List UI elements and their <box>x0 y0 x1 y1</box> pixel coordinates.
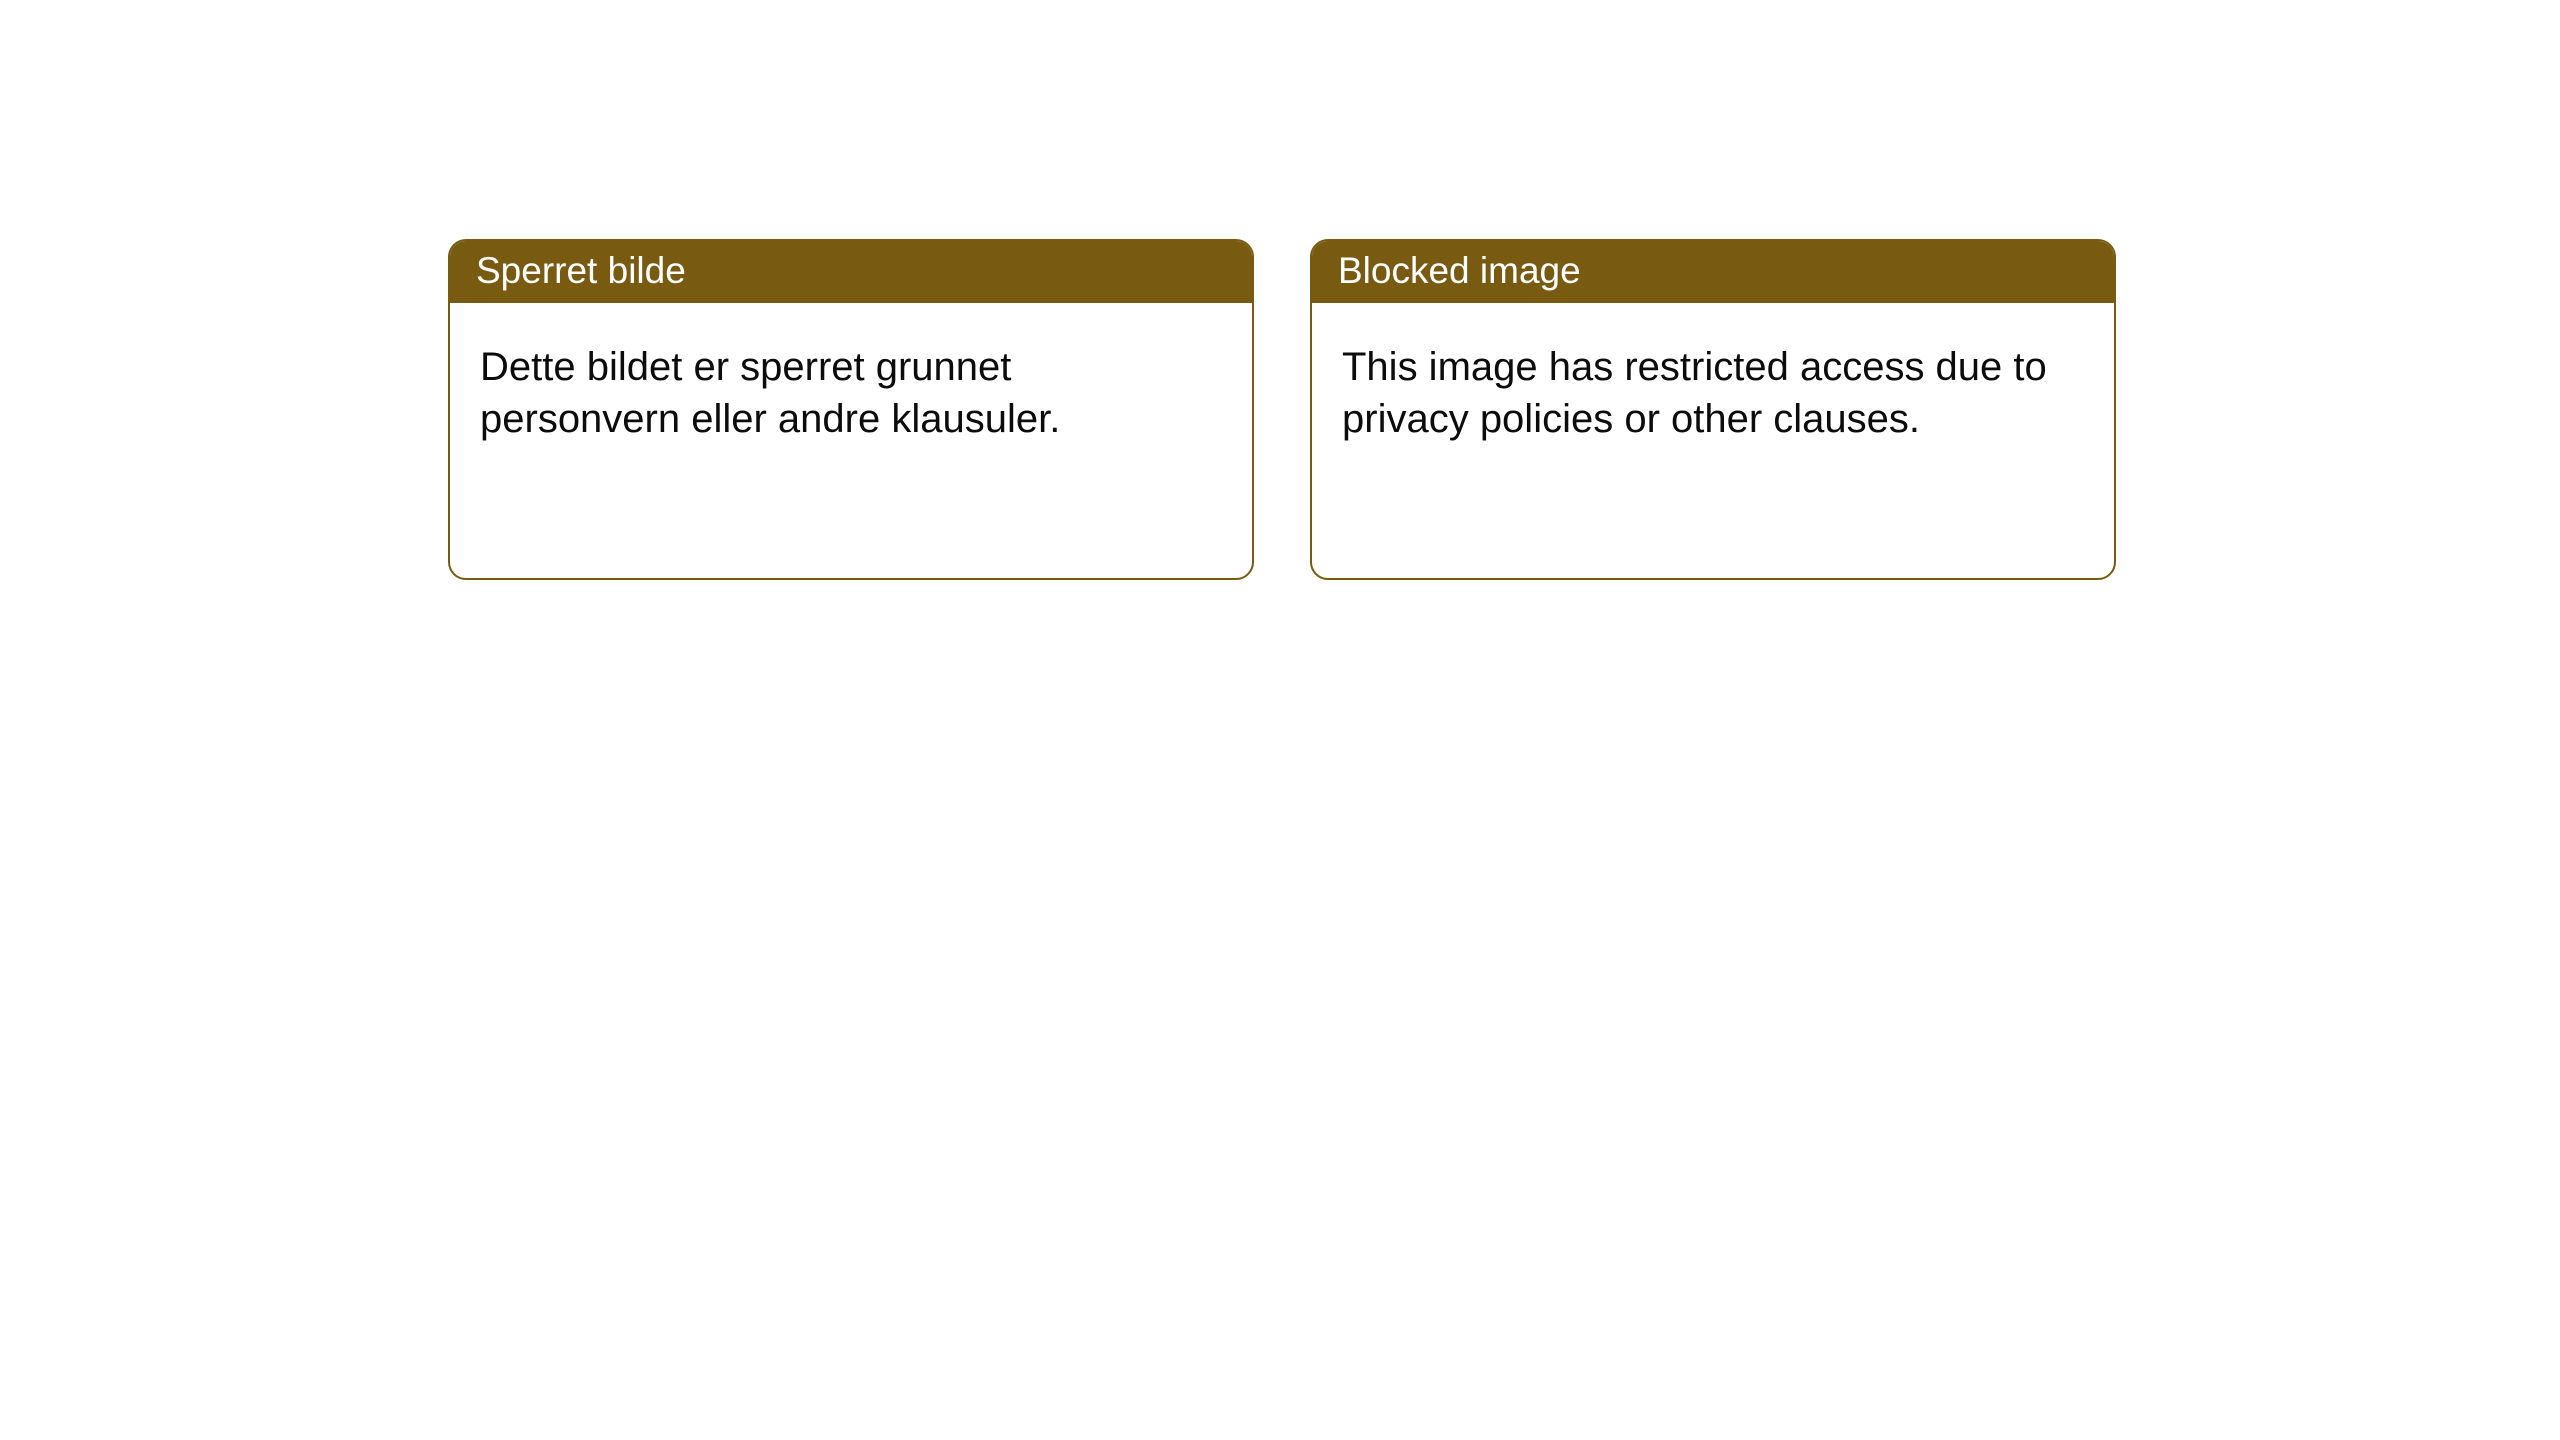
card-header: Sperret bilde <box>450 241 1252 303</box>
card-body: This image has restricted access due to … <box>1312 303 2114 578</box>
card-title: Sperret bilde <box>476 250 686 291</box>
card-title: Blocked image <box>1338 250 1581 291</box>
notice-container: Sperret bilde Dette bildet er sperret gr… <box>0 0 2560 580</box>
notice-card-norwegian: Sperret bilde Dette bildet er sperret gr… <box>448 239 1254 580</box>
notice-card-english: Blocked image This image has restricted … <box>1310 239 2116 580</box>
card-body: Dette bildet er sperret grunnet personve… <box>450 303 1252 578</box>
card-header: Blocked image <box>1312 241 2114 303</box>
card-body-text: This image has restricted access due to … <box>1342 345 2047 441</box>
card-body-text: Dette bildet er sperret grunnet personve… <box>480 345 1060 441</box>
